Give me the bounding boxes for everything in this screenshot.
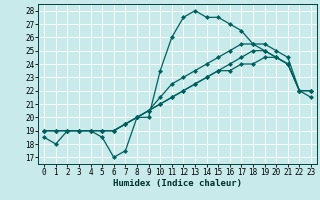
- X-axis label: Humidex (Indice chaleur): Humidex (Indice chaleur): [113, 179, 242, 188]
